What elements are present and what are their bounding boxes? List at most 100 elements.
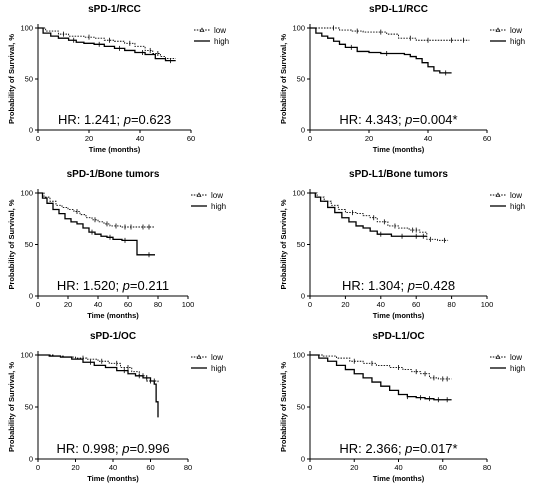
legend-marker-triangle bbox=[196, 354, 202, 359]
x-tick-label: 80 bbox=[154, 300, 162, 309]
x-tick-label: 40 bbox=[94, 300, 102, 309]
y-tick-label: 100 bbox=[20, 24, 33, 33]
legend-label-low: low bbox=[211, 191, 223, 200]
x-tick-label: 40 bbox=[377, 300, 385, 309]
y-tick-label: 100 bbox=[292, 351, 305, 360]
x-tick-label: 60 bbox=[439, 463, 447, 472]
y-tick-label: 100 bbox=[292, 24, 305, 33]
hazard-ratio-annotation: HR: 4.343; p=0.004* bbox=[339, 112, 457, 127]
x-tick-label: 40 bbox=[394, 463, 402, 472]
p-symbol: p bbox=[404, 112, 412, 127]
x-axis-label: Time (months) bbox=[373, 145, 425, 154]
hazard-ratio-annotation: HR: 1.241; p=0.623 bbox=[58, 112, 171, 127]
legend-label-high: high bbox=[214, 37, 229, 46]
hazard-ratio-annotation: HR: 2.366; p=0.017* bbox=[339, 441, 457, 456]
x-tick-label: 80 bbox=[447, 300, 455, 309]
y-tick-label: 0 bbox=[301, 292, 305, 301]
y-tick-label: 0 bbox=[29, 455, 33, 464]
y-axis-label: Probability of Survival, % bbox=[279, 199, 288, 289]
y-tick-label: 50 bbox=[297, 75, 305, 84]
p-value: =0.623 bbox=[131, 112, 171, 127]
survival-curve-high bbox=[310, 27, 452, 74]
legend-label-low: low bbox=[510, 26, 522, 35]
legend-label-high: high bbox=[510, 364, 525, 373]
y-axis-label: Probability of Survival, % bbox=[7, 199, 16, 289]
x-axis-label: Time (months) bbox=[89, 145, 141, 154]
hr-value: HR: 0.998; bbox=[56, 441, 122, 456]
p-value: =0.004* bbox=[412, 112, 457, 127]
x-tick-label: 40 bbox=[136, 134, 144, 143]
hr-value: HR: 2.366; bbox=[339, 441, 405, 456]
x-tick-label: 20 bbox=[341, 300, 349, 309]
y-axis-label: Probability of Survival, % bbox=[279, 362, 288, 452]
survival-curve-high bbox=[310, 192, 427, 237]
survival-curve-high bbox=[310, 354, 452, 401]
survival-curve-low bbox=[310, 354, 452, 380]
x-tick-label: 60 bbox=[146, 463, 154, 472]
hr-value: HR: 1.304; bbox=[342, 278, 408, 293]
y-tick-label: 50 bbox=[25, 75, 33, 84]
x-tick-label: 100 bbox=[182, 300, 195, 309]
panel-title: sPD-L1/OC bbox=[372, 331, 424, 342]
y-tick-label: 100 bbox=[292, 189, 305, 198]
x-tick-label: 20 bbox=[64, 300, 72, 309]
y-tick-label: 50 bbox=[25, 403, 33, 412]
x-tick-label: 60 bbox=[124, 300, 132, 309]
y-tick-label: 0 bbox=[301, 126, 305, 135]
x-tick-label: 40 bbox=[424, 134, 432, 143]
p-symbol: p bbox=[404, 441, 412, 456]
km-panel: sPD-L1/RCC 0 20 40 60 0 50 100 Time (months) Prob… bbox=[279, 4, 525, 154]
legend-label-high: high bbox=[510, 202, 525, 211]
panel-title: sPD-L1/RCC bbox=[369, 4, 428, 15]
x-tick-label: 60 bbox=[412, 300, 420, 309]
legend-label-high: high bbox=[211, 364, 226, 373]
legend-label-low: low bbox=[510, 191, 522, 200]
x-axis-label: Time (months) bbox=[373, 311, 425, 320]
km-panel: sPD-1/Bone tumors 0 20 40 60 80 100 0 50 100 Time … bbox=[7, 169, 226, 320]
hr-value: HR: 1.241; bbox=[58, 112, 124, 127]
panel-title: sPD-1/RCC bbox=[88, 4, 141, 15]
x-tick-label: 20 bbox=[365, 134, 373, 143]
legend-marker-triangle bbox=[199, 27, 205, 32]
survival-curve-low bbox=[310, 27, 470, 41]
hazard-ratio-annotation: HR: 1.520; p=0.211 bbox=[57, 278, 169, 293]
survival-curve-low bbox=[310, 192, 449, 241]
x-tick-label: 60 bbox=[187, 134, 195, 143]
legend-label-high: high bbox=[510, 37, 525, 46]
legend-marker-triangle bbox=[495, 192, 501, 197]
y-tick-label: 0 bbox=[29, 292, 33, 301]
km-panel: sPD-L1/Bone tumors 0 20 40 60 80 100 0 50 100 Time… bbox=[279, 169, 525, 320]
x-axis-label: Time (months) bbox=[87, 474, 139, 483]
km-panel: sPD-1/RCC 0 20 40 60 0 50 100 Time (months) Proba… bbox=[7, 4, 229, 154]
x-tick-label: 0 bbox=[308, 134, 312, 143]
x-tick-label: 20 bbox=[85, 134, 93, 143]
x-tick-label: 20 bbox=[71, 463, 79, 472]
y-axis-label: Probability of Survival, % bbox=[7, 34, 16, 124]
panel-title: sPD-1/OC bbox=[90, 331, 136, 342]
x-tick-label: 0 bbox=[308, 463, 312, 472]
x-tick-label: 80 bbox=[483, 463, 491, 472]
survival-curve-high bbox=[38, 192, 155, 256]
legend-marker-triangle bbox=[196, 192, 202, 197]
p-symbol: p bbox=[407, 278, 415, 293]
y-tick-label: 100 bbox=[20, 351, 33, 360]
legend-label-low: low bbox=[214, 26, 226, 35]
legend-marker-triangle bbox=[495, 354, 501, 359]
x-tick-label: 0 bbox=[36, 463, 40, 472]
x-tick-label: 60 bbox=[483, 134, 491, 143]
legend-marker-triangle bbox=[495, 27, 501, 32]
p-value: =0.996 bbox=[129, 441, 169, 456]
y-tick-label: 100 bbox=[20, 189, 33, 198]
p-value: =0.428 bbox=[415, 278, 455, 293]
x-tick-label: 20 bbox=[350, 463, 358, 472]
x-tick-label: 0 bbox=[308, 300, 312, 309]
x-axis-label: Time (months) bbox=[373, 474, 425, 483]
p-value: =0.211 bbox=[130, 278, 169, 293]
p-value: =0.017* bbox=[412, 441, 457, 456]
hazard-ratio-annotation: HR: 0.998; p=0.996 bbox=[56, 441, 169, 456]
p-symbol: p bbox=[122, 278, 130, 293]
y-axis-label: Probability of Survival, % bbox=[7, 362, 16, 452]
y-tick-label: 0 bbox=[301, 455, 305, 464]
y-axis-label: Probability of Survival, % bbox=[279, 34, 288, 124]
